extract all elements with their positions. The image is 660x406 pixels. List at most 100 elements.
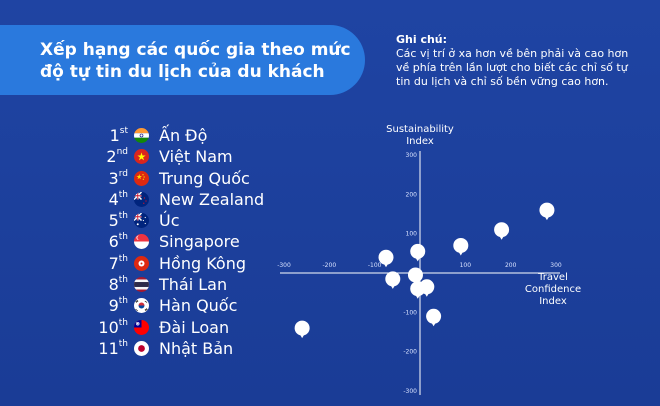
rank-value: 1 xyxy=(109,126,120,145)
ranking-item: 6th Singapore xyxy=(96,231,296,252)
marker-ring xyxy=(407,267,423,283)
new-zealand-flag-icon xyxy=(134,191,149,207)
y-tick-label: -100 xyxy=(403,309,417,316)
south-korea-flag-icon xyxy=(134,298,149,314)
data-point xyxy=(407,267,423,285)
country-name: Nhật Bản xyxy=(159,338,234,358)
ranking-item: 3rd Trung Quốc xyxy=(96,168,296,189)
india-flag-icon xyxy=(134,128,149,143)
rank-number: 11th xyxy=(98,338,128,359)
y-tick-label: 300 xyxy=(406,152,418,159)
y-tick-label: -200 xyxy=(403,349,417,356)
y-tick-label: 100 xyxy=(406,231,418,238)
marker-ring xyxy=(426,308,442,324)
rank-number: 10th xyxy=(98,317,128,338)
vietnam-flag-icon xyxy=(134,149,149,165)
data-point xyxy=(385,271,401,289)
data-point xyxy=(410,243,426,262)
data-point xyxy=(294,320,310,339)
rank-value: 6 xyxy=(108,232,119,252)
ranking-item: 8th Thái Lan xyxy=(96,274,296,295)
marker-ring xyxy=(539,202,555,218)
rank-number: 7th xyxy=(109,253,128,274)
x-tick-label: 200 xyxy=(505,262,517,269)
data-point xyxy=(426,308,442,327)
rank-value: 11 xyxy=(98,338,119,358)
rank-value: 7 xyxy=(108,253,119,273)
rank-value: 3 xyxy=(108,168,119,188)
rank-number: 6th xyxy=(109,231,128,252)
rank-number: 8th xyxy=(109,274,128,295)
marker-ring xyxy=(410,243,426,259)
y-tick-label: -300 xyxy=(403,388,417,395)
country-name: Việt Nam xyxy=(159,147,233,167)
country-name: Ấn Độ xyxy=(159,126,208,145)
rank-value: 10 xyxy=(98,317,119,337)
x-axis-label: Travel Confidence Index xyxy=(525,272,581,307)
rank-suffix: th xyxy=(118,275,128,286)
page-title: Xếp hạng các quốc gia theo mức độ tự tin… xyxy=(40,40,351,82)
rank-number: 5th xyxy=(109,210,128,231)
ranking-list: 1st Ấn Độ 2nd Việt Nam 3rd Trung Quốc 4th New Z… xyxy=(96,125,296,359)
rank-value: 5 xyxy=(108,211,119,231)
rank-suffix: nd xyxy=(116,147,128,158)
ranking-item: 7th Hồng Kông xyxy=(96,253,296,274)
rank-value: 4 xyxy=(108,189,119,209)
ranking-item: 9th Hàn Quốc xyxy=(96,295,296,316)
singapore-flag-icon xyxy=(134,234,149,250)
marker-ring xyxy=(294,320,310,336)
data-point xyxy=(494,222,510,240)
marker-ring xyxy=(453,237,469,253)
data-point xyxy=(453,237,469,256)
country-name: Hàn Quốc xyxy=(159,296,238,316)
rank-number: 3rd xyxy=(109,168,128,189)
rank-value: 2 xyxy=(106,147,117,167)
country-name: Úc xyxy=(159,211,180,231)
australia-flag-icon xyxy=(134,213,149,229)
rank-number: 9th xyxy=(109,295,128,316)
ranking-item: 1st Ấn Độ xyxy=(96,125,296,146)
rank-suffix: th xyxy=(118,317,128,328)
country-name: Hồng Kông xyxy=(159,253,246,273)
note-text: Các vị trí ở xa hơn về bên phải và cao h… xyxy=(396,47,629,88)
rank-number: 1st xyxy=(110,125,128,146)
title-banner: Xếp hạng các quốc gia theo mức độ tự tin… xyxy=(0,25,365,95)
ranking-item: 2nd Việt Nam xyxy=(96,146,296,167)
country-name: Đài Loan xyxy=(159,317,230,337)
rank-value: 8 xyxy=(108,275,119,295)
country-name: Thái Lan xyxy=(159,275,228,295)
rank-suffix: th xyxy=(118,253,128,264)
marker-ring xyxy=(385,271,401,287)
x-tick-label: -300 xyxy=(277,262,291,269)
note-box: Ghi chú: Các vị trí ở xa hơn về bên phải… xyxy=(396,33,636,89)
ranking-item: 4th New Zealand xyxy=(96,189,296,210)
rank-number: 2nd xyxy=(106,146,128,167)
marker-ring xyxy=(378,249,394,265)
country-name: New Zealand xyxy=(159,189,265,209)
rank-number: 4th xyxy=(109,189,128,210)
rank-suffix: th xyxy=(118,296,128,307)
y-tick-label: 200 xyxy=(406,191,418,198)
japan-flag-icon xyxy=(134,340,149,356)
marker-ring xyxy=(494,222,510,238)
country-name: Trung Quốc xyxy=(159,168,250,188)
country-name: Singapore xyxy=(159,232,240,252)
x-tick-label: 300 xyxy=(550,262,562,269)
x-tick-label: -200 xyxy=(323,262,337,269)
ranking-item: 10th Đài Loan xyxy=(96,317,296,338)
thailand-flag-icon xyxy=(134,277,149,293)
rank-suffix: th xyxy=(118,189,128,200)
rank-value: 9 xyxy=(108,296,119,316)
x-tick-label: -100 xyxy=(368,262,382,269)
y-axis-label: Sustainability Index xyxy=(386,124,454,147)
rank-suffix: th xyxy=(118,232,128,243)
rank-suffix: th xyxy=(118,338,128,349)
marker-ring xyxy=(410,281,426,297)
ranking-item: 5th Úc xyxy=(96,210,296,231)
x-tick-label: 100 xyxy=(460,262,472,269)
data-point xyxy=(410,281,426,299)
note-heading: Ghi chú: xyxy=(396,33,448,46)
data-point xyxy=(539,202,555,221)
taiwan-flag-icon xyxy=(134,319,149,335)
